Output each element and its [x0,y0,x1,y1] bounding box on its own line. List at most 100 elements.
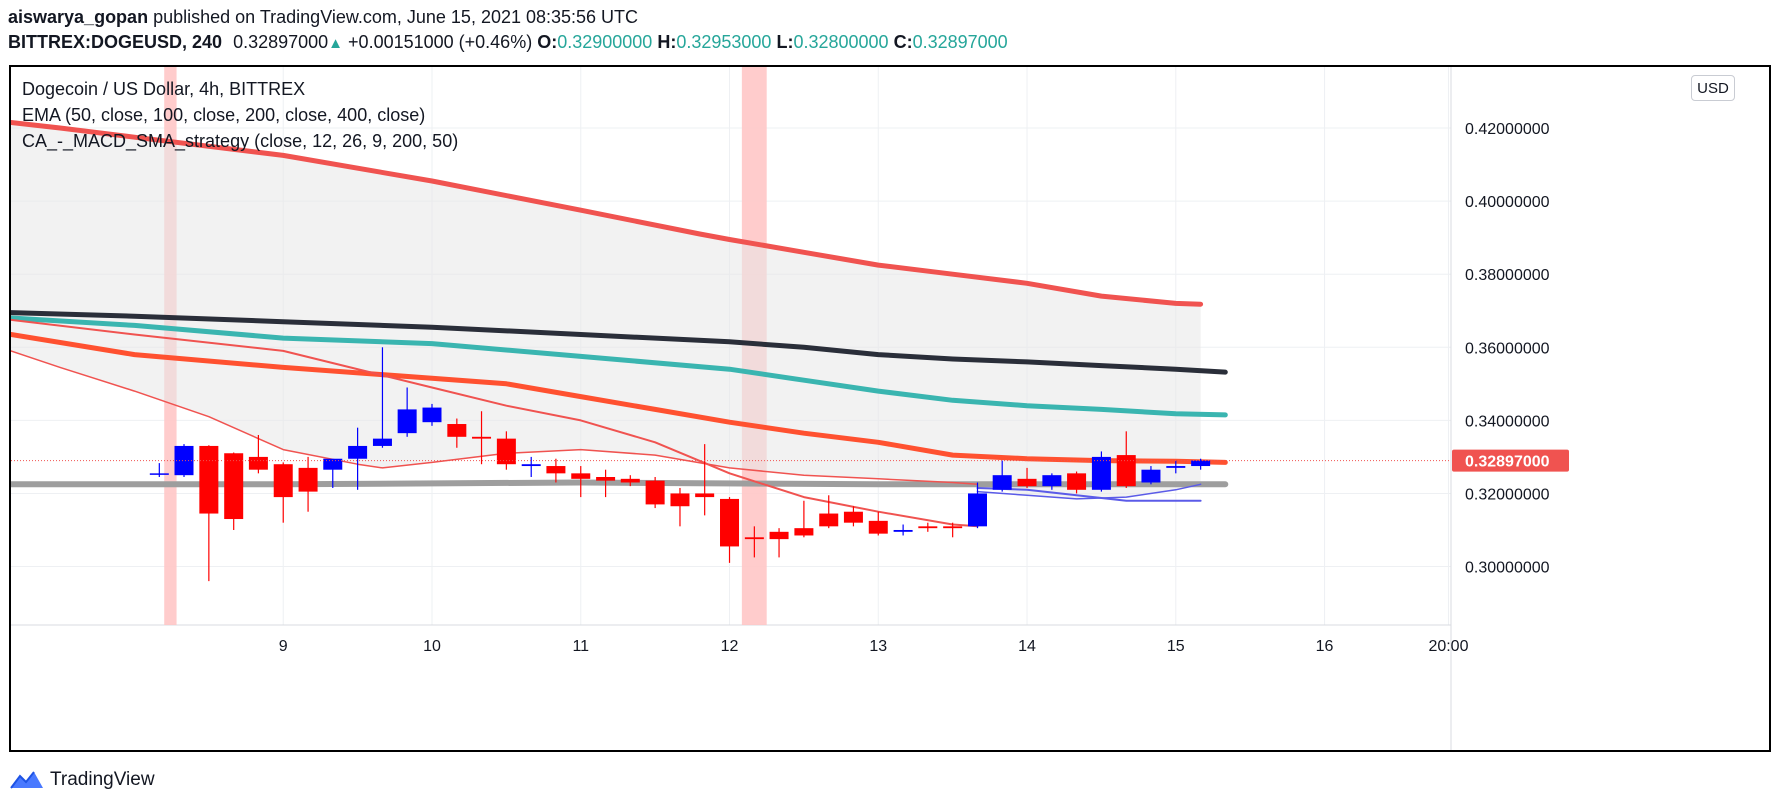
y-tick-label: 0.34000000 [1465,413,1550,430]
price-chart[interactable]: 0.42000000 0.40000000 0.38000000 0.36000000… [11,67,1769,750]
candle-body [992,475,1012,490]
candle-body [1166,466,1186,468]
candle-body [323,458,343,470]
last-price: 0.32897000 [233,32,329,52]
candle [397,387,417,437]
ohlc-high-label: H: [657,32,677,52]
x-tick-label: 9 [279,638,288,655]
series-line [11,120,1204,307]
candle-body [571,473,591,479]
candle-body [1067,473,1087,490]
candle [1191,458,1211,470]
last-price-tag-bg [1452,449,1569,472]
author-name[interactable]: aiswarya_gopan [8,7,149,27]
currency-button[interactable]: USD [1691,75,1735,101]
up-arrow-icon: ▲ [328,35,344,52]
y-tick-label: 0.30000000 [1465,560,1550,577]
candle [645,477,665,509]
candle-body [397,409,417,434]
candle [224,452,244,530]
candle [174,444,194,478]
candle [199,445,219,582]
candle-body [1091,456,1111,490]
x-tick-label: 14 [1018,638,1036,655]
candle [447,418,467,448]
x-tick-label: 16 [1316,638,1334,655]
ohlc-high-value: 0.32953000 [676,32,772,52]
candle [149,463,169,478]
published-text: published on TradingView.com, June 15, 2… [148,7,639,27]
candle-body [472,436,492,439]
candle [1067,471,1087,494]
symbol-name: BITTREX:DOGEUSD, 240 [8,32,223,52]
footer-brand[interactable]: TradingView [10,768,155,792]
candle-body [422,407,442,423]
candle [868,511,888,536]
candle-body [695,493,715,498]
candle [918,522,938,532]
candle-body [868,520,888,534]
candle-body [273,464,293,498]
brand-name: TradingView [50,769,155,790]
x-tick-label: 15 [1167,638,1185,655]
publish-info: aiswarya_gopan published on TradingView.… [8,6,638,28]
candle [819,495,839,529]
candle-body [1042,475,1062,487]
candle [1116,431,1136,488]
candle-body [149,473,169,475]
candle-body [794,528,814,536]
y-tick-label: 0.42000000 [1465,121,1550,138]
candle [323,458,343,488]
series-line [11,310,1228,375]
candle-body [620,478,640,483]
legend-ema[interactable]: EMA (50, close, 100, close, 200, close, … [22,105,426,125]
candle-body [546,466,566,474]
candle-body [744,537,764,540]
candle-body [447,424,467,437]
candle-body [596,477,616,481]
candle-body [199,445,219,514]
candle-body [918,526,938,529]
candle [843,506,863,527]
candle [521,456,541,478]
candle [620,475,640,487]
ohlc-low-label: L: [776,32,794,52]
candle-body [496,438,516,465]
candle-body [521,464,541,467]
ohlc-low-value: 0.32800000 [793,32,889,52]
candle [769,528,789,558]
candle-body [769,531,789,540]
candle [422,403,442,426]
y-tick-label: 0.36000000 [1465,340,1550,357]
indicator-fill [11,122,1201,499]
candle [348,427,368,490]
candle [1017,467,1037,488]
ohlc-open-value: 0.32900000 [557,32,653,52]
candle-body [720,498,740,547]
tradingview-logo-icon [10,771,43,789]
candle-body [224,453,244,520]
chart-frame[interactable]: 0.42000000 0.40000000 0.38000000 0.36000000… [9,65,1771,752]
x-tick-label: 20:00 [1428,638,1468,655]
y-tick-label: 0.40000000 [1465,194,1550,211]
ohlc-close-value: 0.32897000 [912,32,1008,52]
candle [1091,451,1111,492]
candle [496,431,516,470]
series-line [11,315,1228,418]
ohlc-close-label: C: [893,32,913,52]
x-tick-label: 11 [572,638,589,655]
candle [794,500,814,538]
candle-body [248,456,268,470]
legend-strategy[interactable]: CA_-_MACD_SMA_strategy (close, 12, 26, 9… [22,131,459,151]
candle [670,487,690,527]
legend-title: Dogecoin / US Dollar, 4h, BITTREX [22,79,306,99]
candle [1042,473,1062,490]
candle-body [372,438,392,446]
candle-body [843,511,863,523]
y-tick-label: 0.38000000 [1465,267,1550,284]
candle [372,347,392,448]
candle [992,460,1012,492]
candle-body [645,480,665,505]
x-tick-label: 13 [869,638,887,655]
last-price-tag-text: 0.32897000 [1465,454,1550,471]
